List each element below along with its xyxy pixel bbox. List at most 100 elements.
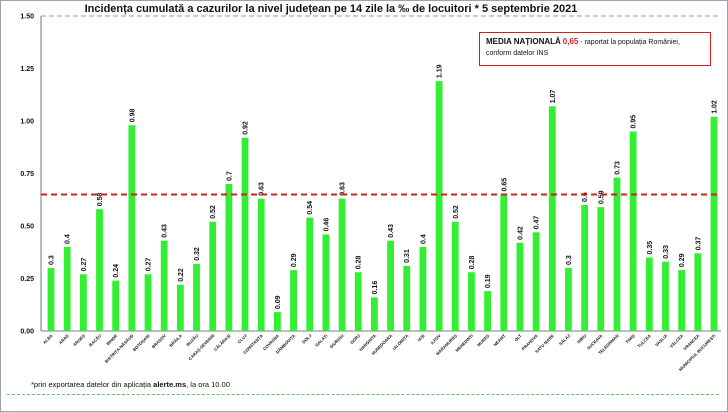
bar [371,297,378,331]
bar-value-label: 0.58 [97,192,104,206]
bar-value-label: 0.22 [178,268,185,282]
category-label: SIBIU [576,333,587,344]
bar [629,131,637,331]
bar-value-label: 0.24 [113,264,120,278]
bar [451,221,459,331]
y-tick-label: 1.00 [20,119,34,126]
bar [63,247,71,331]
bar [516,242,524,331]
bar [354,272,362,331]
bar [645,257,653,331]
note-text-2: conform datelor INS [486,50,549,57]
y-tick-label: 0.00 [20,329,34,336]
bar [548,106,556,331]
bar-value-label: 0.59 [598,190,605,204]
bar-value-label: 0.95 [631,115,638,129]
bar-value-label: 0.63 [259,182,266,196]
bar [193,263,200,331]
bar-value-label: 0.28 [469,255,476,269]
bar-value-label: 0.3 [49,255,56,265]
footnote-text-2: , la ora 10.00 [186,380,230,389]
bar-value-label: 0.43 [162,224,169,238]
bottom-dashed-rule [7,394,719,395]
bar-value-label: 0.32 [194,247,201,261]
bar [484,291,492,331]
bar [435,81,443,331]
bar-value-label: 0.42 [517,226,524,240]
note-line-2: conform datelor INS [486,48,704,59]
bar [47,268,55,331]
category-label: CĂLĂRAȘI [213,333,232,352]
bar [209,221,217,331]
bar [565,268,572,331]
bar-value-label: 0.54 [307,201,314,215]
category-label: BISTRIȚA-NĂSĂUD [104,333,135,364]
bar-value-label: 0.3 [566,255,573,265]
category-label: MUREȘ [476,333,490,347]
bar [500,194,508,331]
bar-value-label: 0.52 [210,205,217,219]
bar [273,312,281,331]
bar [160,240,168,331]
bar-value-label: 0.27 [81,258,88,272]
category-label: OLT [513,333,523,343]
bar-value-label: 0.65 [501,178,508,192]
bar-value-label: 1.19 [437,64,444,78]
bar [387,240,394,331]
category-label: BRAȘOV [151,333,167,349]
bar [96,209,103,331]
category-label: ILFOV [430,333,442,345]
note-text-1: - raportat la populația României, [580,39,680,46]
bar-value-label: 0.43 [388,224,395,238]
national-average-note: MEDIA NAȚIONALĂ 0,65 - raportat la popul… [479,32,711,66]
bar [403,265,411,331]
category-label: BRĂILA [168,333,183,348]
category-label: DOLJ [301,333,313,345]
category-label: TIMIȘ [624,333,636,345]
bar [225,184,233,331]
bar [678,270,686,331]
bar-value-label: 0.29 [679,253,686,267]
category-label: TULCEA [636,333,652,349]
bar [468,272,475,331]
y-tick-label: 0.25 [20,276,34,283]
category-label: BIHOR [105,333,118,346]
bar [694,253,702,331]
bar-value-label: 0.98 [129,108,136,122]
bar-value-label: 0.37 [695,237,702,251]
bar [144,274,152,331]
bar-value-label: 1.02 [712,100,719,114]
bar-value-label: 0.31 [404,249,411,263]
bar-value-label: 0.52 [453,205,460,219]
note-line-1: MEDIA NAȚIONALĂ 0,65 - raportat la popul… [486,36,704,48]
chart-title: Incidența cumulată a cazurilor la nivel … [84,3,578,15]
category-label: ALBA [42,333,54,345]
category-label: GALAȚI [314,333,329,348]
category-label: IALOMIȚA [392,333,410,351]
category-label: ARAD [58,333,70,345]
bar [597,207,605,331]
bar-value-label: 0.16 [372,281,379,295]
bar-value-label: 0.73 [614,161,621,175]
note-value: 0,65 [562,37,579,46]
bar-value-label: 1.07 [550,90,557,104]
category-label: GORJ [349,333,361,345]
bar [662,261,669,331]
bar [338,198,346,331]
bar [306,217,314,331]
category-label: ARGEȘ [72,333,86,347]
y-tick-label: 1.25 [20,66,34,73]
bar-value-label: 0.19 [485,274,492,288]
bar-value-label: 0.6 [582,192,589,202]
category-label: SĂLAJ [558,333,572,347]
y-tick-label: 1.50 [20,14,34,21]
bar [128,125,136,331]
bar-value-label: 0.92 [243,121,250,135]
bar [257,198,265,331]
category-label: NEAMȚ [492,333,506,347]
bar-value-label: 0.29 [291,253,298,267]
category-label: BOTOȘANI [132,333,151,352]
bar-value-label: 0.28 [356,255,363,269]
category-label: BACĂU [88,333,102,347]
